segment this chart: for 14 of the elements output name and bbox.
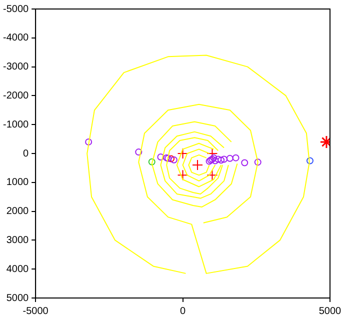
y-tick-label: -5000 [3, 4, 30, 15]
y-tick-label: 1000 [6, 177, 30, 188]
y-tick-label: -3000 [3, 62, 30, 73]
x-tick-label: -5000 [22, 306, 49, 317]
x-tick-label: 0 [180, 306, 186, 317]
y-tick-label: -1000 [3, 119, 30, 130]
y-tick-label: 0 [23, 148, 30, 160]
y-tick-label: 2000 [6, 206, 30, 218]
y-tick-label: 5000 [6, 292, 30, 304]
y-tick-label: 3000 [6, 234, 30, 246]
y-tick-label: 4000 [6, 264, 30, 275]
y-tick-label: -4000 [3, 32, 30, 44]
x-tick-label: 5000 [318, 306, 342, 317]
y-tick-label: -2000 [3, 90, 30, 102]
